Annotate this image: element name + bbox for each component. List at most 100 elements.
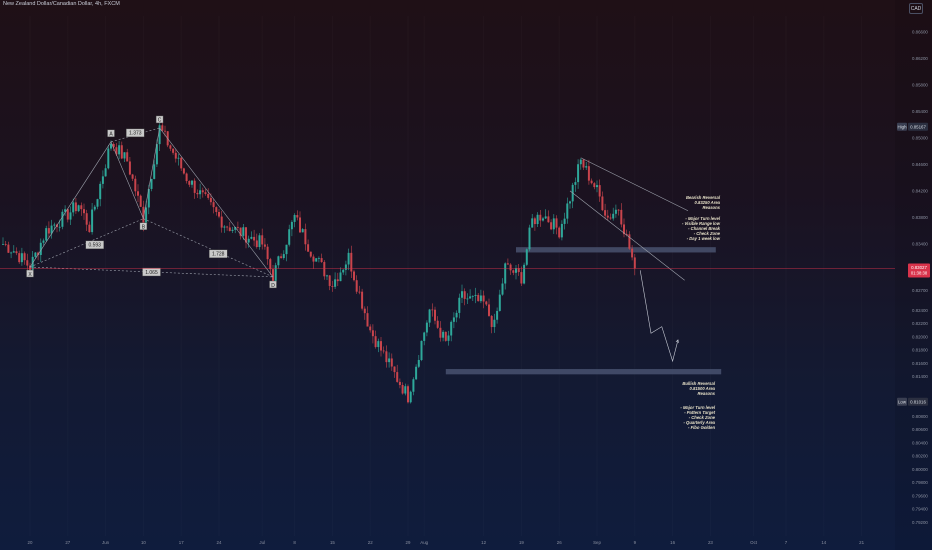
candle-body xyxy=(461,291,463,298)
candle-body xyxy=(285,244,288,255)
candle-body xyxy=(504,263,507,284)
low-label-text: Low xyxy=(898,399,907,404)
candle-body xyxy=(169,145,172,149)
candle-body xyxy=(501,283,504,295)
candle-body xyxy=(53,224,56,226)
candle-body xyxy=(290,221,293,230)
candle-body xyxy=(193,180,196,193)
candle-body xyxy=(91,209,94,233)
candle-body xyxy=(361,291,364,309)
channel-upper-line xyxy=(580,157,689,211)
current-price-value: 0.83027 xyxy=(911,265,927,270)
price-tick-label: 0.81600 xyxy=(912,361,928,366)
candle-body xyxy=(304,229,307,245)
candle-body xyxy=(253,236,256,241)
candle-body xyxy=(196,192,199,195)
candle-body xyxy=(542,218,544,221)
low-value-bg xyxy=(908,397,928,406)
price-tick-label: 0.79800 xyxy=(912,480,928,485)
candle-body xyxy=(544,216,547,219)
pattern-point-badge xyxy=(139,222,148,230)
pattern-leg-ab xyxy=(110,141,144,219)
candle-body xyxy=(606,215,609,218)
candle-body xyxy=(582,159,585,168)
candle-body xyxy=(107,148,110,169)
time-tick-label: 14 xyxy=(821,540,826,545)
candle-body xyxy=(434,309,436,321)
price-tick-label: 0.84200 xyxy=(912,189,928,194)
candle-body xyxy=(234,226,237,230)
time-tick-label: 15 xyxy=(330,540,335,545)
candle-body xyxy=(112,144,115,148)
candle-body xyxy=(614,209,617,214)
candle-body xyxy=(174,152,177,159)
candle-body xyxy=(377,341,380,348)
candle-body xyxy=(34,252,37,257)
candle-body xyxy=(396,372,399,382)
candle-body xyxy=(317,258,320,259)
candle-body xyxy=(223,226,226,228)
candle-body xyxy=(407,386,409,403)
price-tick-label: 0.80200 xyxy=(912,454,928,459)
candle-body xyxy=(93,206,96,210)
candle-body xyxy=(209,197,212,203)
high-value-bg xyxy=(908,122,928,131)
candle-body xyxy=(488,304,490,316)
bullish-note: Bullish Reversal 0.81500 Area Reasons - … xyxy=(655,381,715,431)
candle-body xyxy=(242,227,245,236)
time-tick-label: 16 xyxy=(670,540,675,545)
candle-body xyxy=(4,243,7,245)
candle-body xyxy=(496,310,499,320)
pattern-point-label: X xyxy=(28,272,32,278)
candle-body xyxy=(353,271,355,281)
bearish-note: Bearish Reversal 0.83250 Area Reasons - … xyxy=(660,195,720,242)
candle-body xyxy=(182,168,185,174)
time-tick-label: 7 xyxy=(785,540,788,545)
candle-body xyxy=(320,258,323,263)
candle-body xyxy=(215,207,218,212)
candle-body xyxy=(266,246,269,260)
candle-body xyxy=(185,173,188,182)
candle-body xyxy=(374,336,377,348)
candle-body xyxy=(147,188,150,208)
current-price-badge-bg xyxy=(908,263,930,278)
candle-body xyxy=(363,308,366,314)
candle-body xyxy=(101,176,104,184)
price-tick-label: 0.83800 xyxy=(912,215,928,220)
currency-button[interactable]: CAD xyxy=(909,3,923,14)
ratio-badge xyxy=(126,128,145,138)
note-line: - Fibo Golden xyxy=(688,425,715,431)
candle-body xyxy=(312,256,315,262)
price-tick-label: 0.80800 xyxy=(912,414,928,419)
candle-body xyxy=(371,330,374,337)
candle-body xyxy=(417,359,420,367)
price-tick-label: 0.80000 xyxy=(912,467,928,472)
candle-body xyxy=(307,244,310,252)
time-tick-label: 19 xyxy=(519,540,524,545)
price-tick-label: 0.83400 xyxy=(912,242,928,247)
candle-body xyxy=(547,216,550,223)
note-line: - Check Zone xyxy=(688,415,715,421)
candle-body xyxy=(96,199,99,207)
time-tick-label: 17 xyxy=(179,540,184,545)
candle-body xyxy=(596,185,598,188)
candle-body xyxy=(398,381,401,385)
candle-body xyxy=(393,366,396,373)
price-tick-label: 0.85000 xyxy=(912,136,928,141)
time-tick-label: 29 xyxy=(406,540,411,545)
pattern-point-badge xyxy=(155,115,164,124)
high-value-text: 0.85167 xyxy=(910,125,926,130)
candle-body xyxy=(137,191,139,196)
reversal-zone xyxy=(445,369,722,375)
pattern-leg-xa xyxy=(29,141,112,268)
pattern-point-badge xyxy=(26,269,34,278)
candle-body xyxy=(207,193,210,198)
candle-body xyxy=(515,268,517,273)
candle-body xyxy=(439,327,442,338)
note-line: Reasons xyxy=(697,391,715,397)
price-tick-label: 0.81400 xyxy=(912,374,928,379)
candle-body xyxy=(80,205,83,210)
candle-body xyxy=(247,238,250,243)
ratio-label: 1.373 xyxy=(129,131,142,137)
